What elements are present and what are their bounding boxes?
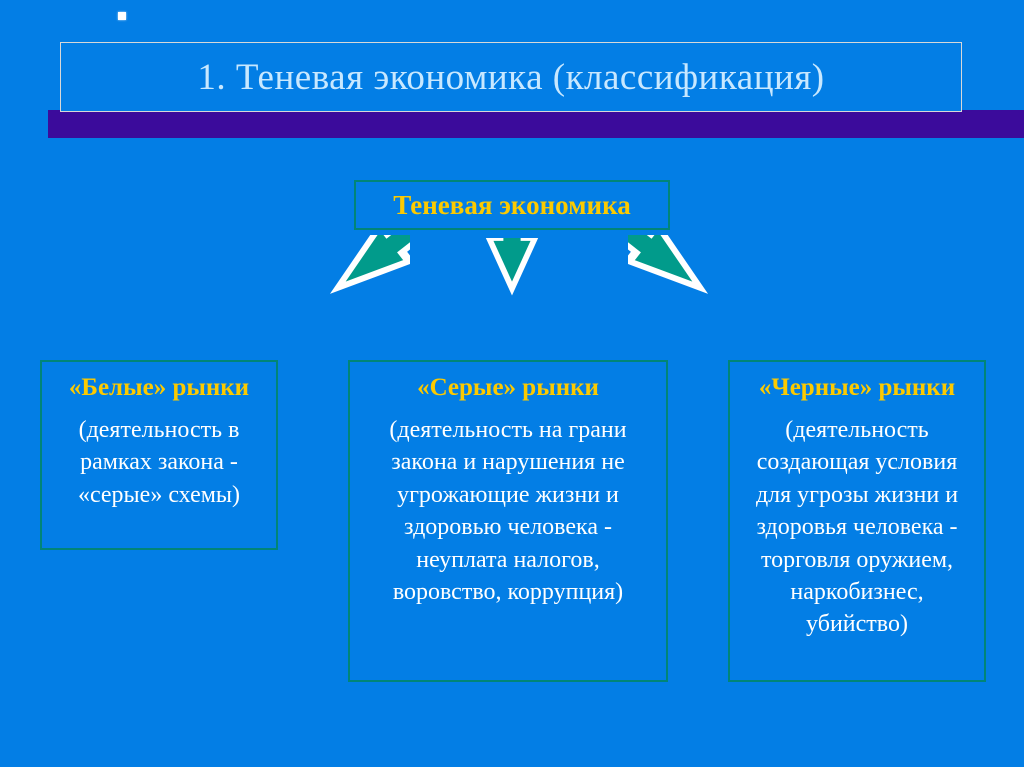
market-grey-desc: (деятельность на грани закона и нарушени… [360,414,656,608]
root-box: Теневая экономика [354,180,670,230]
arrow-center-icon [472,238,552,358]
market-black-desc: (деятельность создающая условия для угро… [740,414,974,641]
slide-container: 1. Теневая экономика (классификация) Тен… [0,0,1024,767]
arrow-right-icon [628,235,838,355]
title-box: 1. Теневая экономика (классификация) [60,42,962,112]
market-box-black: «Черные» рынки (деятельность создающая у… [728,360,986,682]
market-grey-title: «Серые» рынки [360,374,656,402]
market-box-white: «Белые» рынки (деятельность в рамках зак… [40,360,278,550]
root-label: Теневая экономика [393,190,630,221]
purple-band [48,110,1024,138]
slide-title: 1. Теневая экономика (классификация) [197,56,824,99]
market-white-title: «Белые» рынки [52,374,266,402]
market-white-desc: (деятельность в рамках закона - «серые» … [52,414,266,511]
market-black-title: «Черные» рынки [740,374,974,402]
market-box-grey: «Серые» рынки (деятельность на грани зак… [348,360,668,682]
arrow-left-icon [200,235,410,355]
bullet-decor [118,12,126,20]
